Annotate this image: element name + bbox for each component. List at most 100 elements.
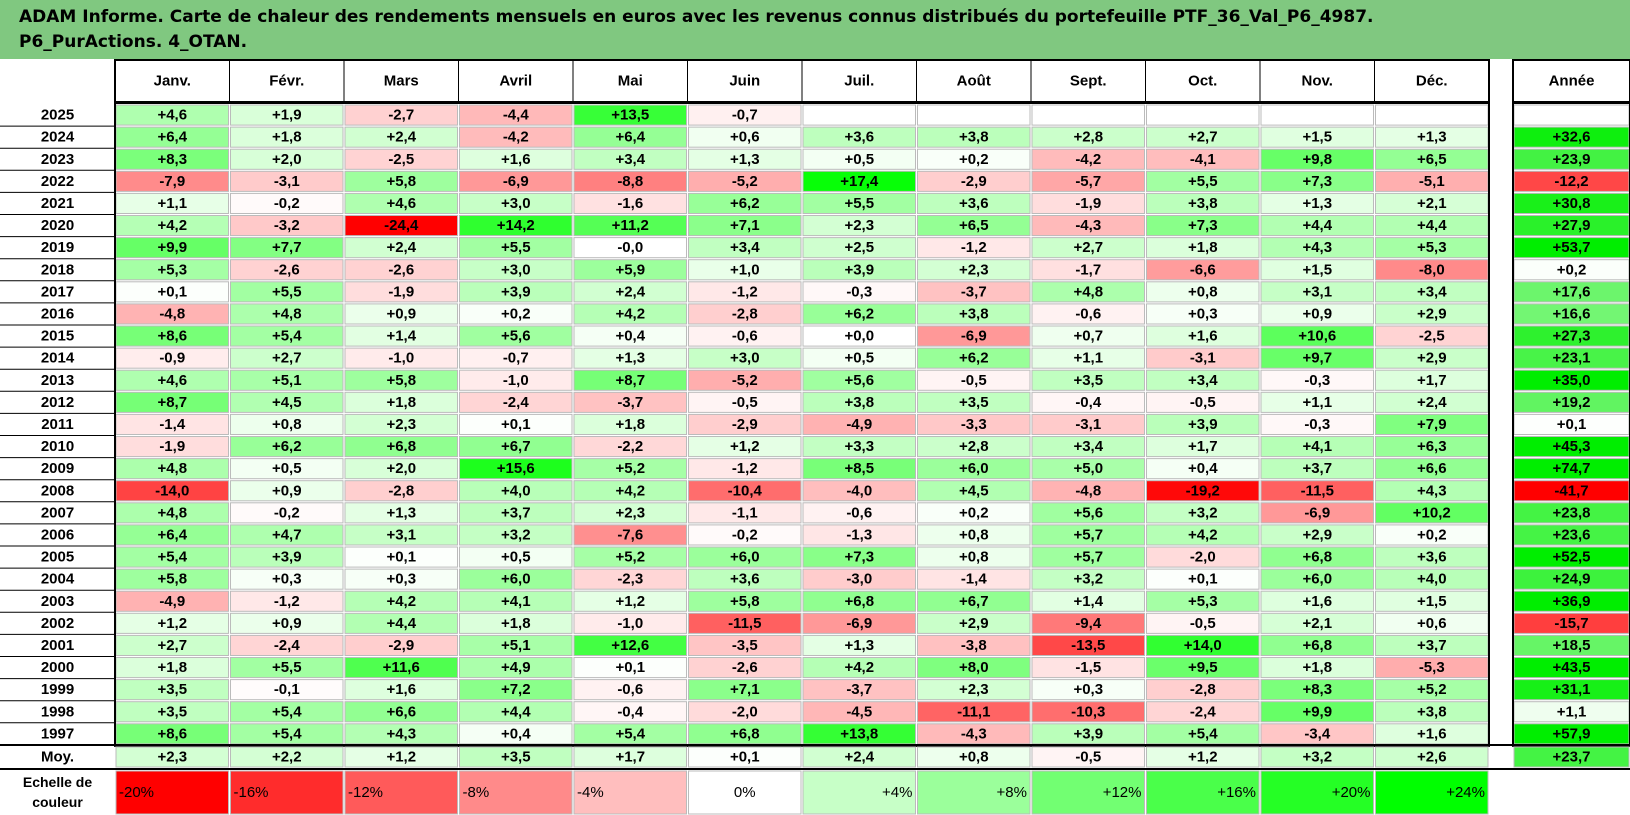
cell-value: +1,6 xyxy=(1302,593,1332,610)
cell-value: +10,2 xyxy=(1413,504,1451,521)
heatmap-cell xyxy=(917,436,1031,458)
heatmap-cell xyxy=(802,634,916,657)
cell-value: +3,7 xyxy=(1302,460,1332,477)
cell-value: +0,1 xyxy=(615,659,645,676)
cell-value: +1,6 xyxy=(501,151,531,168)
cell-value: +3,5 xyxy=(157,703,187,720)
heatmap-cell xyxy=(230,192,344,214)
heatmap-cell xyxy=(1031,148,1145,170)
heatmap-cell xyxy=(1146,148,1260,170)
cell-value: +0,1 xyxy=(501,416,531,433)
heatmap-cell xyxy=(344,303,458,325)
cell-value: +6,4 xyxy=(157,129,187,146)
heatmap-cell xyxy=(459,413,573,435)
heatmap-cell xyxy=(1146,215,1260,237)
heatmap-cell xyxy=(1146,679,1260,701)
heatmap-cell xyxy=(917,701,1031,723)
heatmap-cell xyxy=(1031,325,1145,347)
heatmap-cell xyxy=(230,590,344,612)
heatmap-cell xyxy=(1146,657,1260,679)
scale-label-line-2: couleur xyxy=(32,794,83,810)
heatmap-cell xyxy=(344,701,458,723)
cell-value: -3,1 xyxy=(274,173,300,190)
heatmap-cell xyxy=(1260,148,1374,170)
row-label-2008: 2008 xyxy=(41,482,74,499)
cell-value: +1,7 xyxy=(1188,438,1218,455)
cell-value: +3,7 xyxy=(1417,637,1447,654)
cell-value: +6,8 xyxy=(844,593,874,610)
row-label-2024: 2024 xyxy=(41,129,75,146)
cell-value: +6,8 xyxy=(730,725,760,742)
cell-value: -2,8 xyxy=(732,305,758,322)
heatmap-cell xyxy=(917,480,1031,502)
year-cell-value: -15,7 xyxy=(1554,615,1588,632)
heatmap-cell xyxy=(1260,413,1374,435)
heatmap-cell xyxy=(459,303,573,325)
cell-value: +2,0 xyxy=(386,460,416,477)
heatmap-cell xyxy=(344,458,458,480)
cell-value: +5,4 xyxy=(272,703,302,720)
heatmap-cell xyxy=(1146,612,1260,634)
cell-value: -24,4 xyxy=(384,217,419,234)
heatmap-cell xyxy=(459,325,573,347)
heatmap-cell xyxy=(459,546,573,568)
heatmap-cell xyxy=(459,436,573,458)
cell-value: -2,2 xyxy=(617,438,643,455)
cell-value: +5,6 xyxy=(1073,504,1103,521)
cell-value: -14,0 xyxy=(155,482,189,499)
cell-value: +8,7 xyxy=(615,372,645,389)
cell-value: +0,3 xyxy=(272,571,302,588)
heatmap-cell xyxy=(1260,436,1374,458)
cell-value: -0,3 xyxy=(1304,416,1330,433)
cell-value: +4,8 xyxy=(157,504,187,521)
average-cell xyxy=(1375,746,1489,768)
cell-value: -1,4 xyxy=(961,571,988,588)
column-header: Juin xyxy=(729,73,760,90)
cell-value: +5,5 xyxy=(272,283,302,300)
heatmap-cell xyxy=(459,502,573,524)
cell-value: +4,2 xyxy=(386,593,416,610)
cell-value: +6,0 xyxy=(501,571,531,588)
heatmap-cell xyxy=(230,657,344,679)
cell-value: -2,6 xyxy=(274,261,300,278)
cell-value: -5,2 xyxy=(732,372,758,389)
average-cell xyxy=(1146,746,1260,768)
cell-value: +3,6 xyxy=(730,571,760,588)
heatmap-cell xyxy=(1260,590,1374,612)
average-cell-value: +1,2 xyxy=(386,749,416,766)
cell-value: +4,8 xyxy=(1073,283,1103,300)
heatmap-cell xyxy=(1146,237,1260,259)
cell-value: +1,6 xyxy=(386,681,416,698)
year-cell-value: +1,1 xyxy=(1557,703,1587,720)
cell-value: +2,7 xyxy=(1188,129,1218,146)
cell-value: +5,2 xyxy=(1417,681,1447,698)
cell-value: +3,8 xyxy=(1417,703,1447,720)
row-label-2014: 2014 xyxy=(41,350,75,367)
cell-value: +12,6 xyxy=(611,637,649,654)
cell-value: +3,9 xyxy=(844,261,874,278)
heatmap-cell xyxy=(1260,192,1374,214)
cell-value: +3,4 xyxy=(1188,372,1218,389)
cell-value: +0,3 xyxy=(1073,681,1103,698)
cell-value: +0,2 xyxy=(1417,526,1447,543)
heatmap-cell xyxy=(1031,259,1145,281)
cell-value: +2,1 xyxy=(1302,615,1332,632)
heatmap-cell xyxy=(230,281,344,303)
heatmap-cell xyxy=(1260,303,1374,325)
row-label-1998: 1998 xyxy=(41,703,74,720)
heatmap-cell xyxy=(1260,347,1374,369)
cell-value: +5,4 xyxy=(157,549,187,566)
cell-value: +2,9 xyxy=(1417,305,1447,322)
cell-value: -5,1 xyxy=(1419,173,1445,190)
heatmap-cell xyxy=(1260,524,1374,546)
average-cell xyxy=(1260,746,1374,768)
heatmap-cell xyxy=(459,347,573,369)
cell-value: +4,2 xyxy=(615,305,645,322)
heatmap-cell xyxy=(1146,104,1260,126)
cell-value: +5,7 xyxy=(1073,526,1103,543)
cell-value: +5,7 xyxy=(1073,549,1103,566)
heatmap-cell xyxy=(573,612,687,634)
scale-value: 0% xyxy=(734,784,756,801)
cell-value: +0,4 xyxy=(501,725,531,742)
cell-value: +1,3 xyxy=(386,504,416,521)
